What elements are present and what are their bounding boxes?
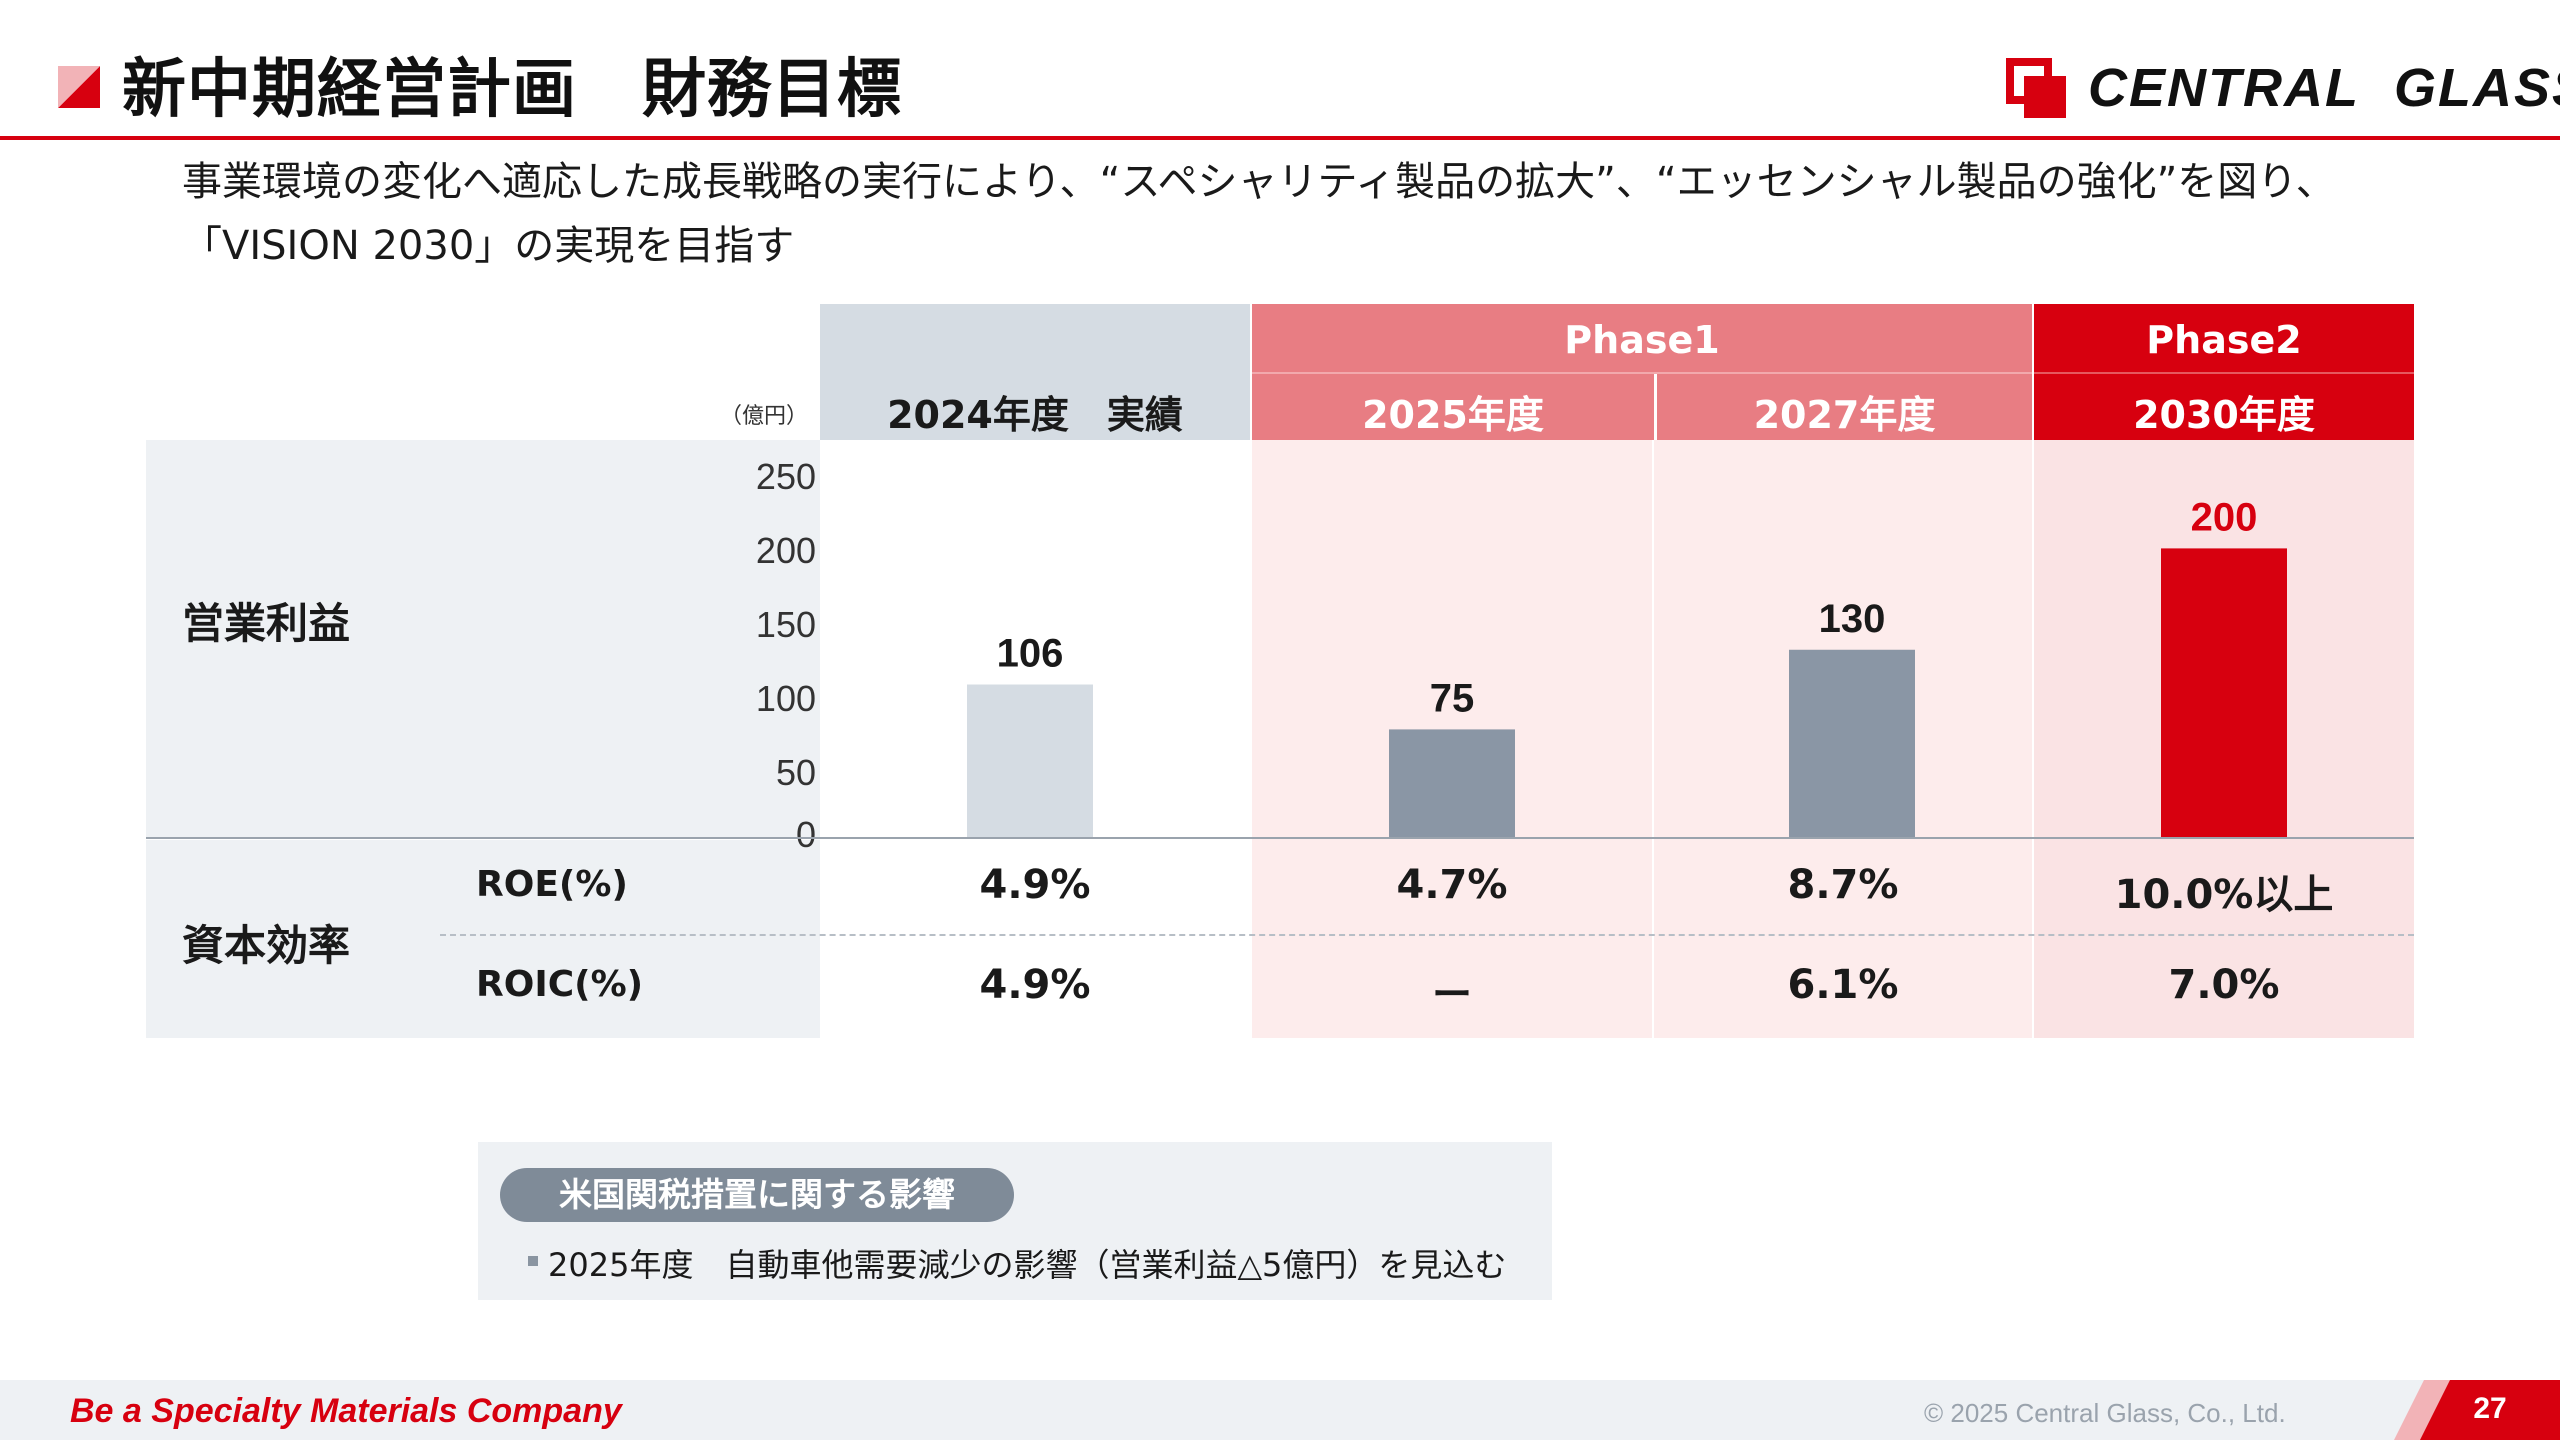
roic-2025: ー xyxy=(1432,972,1472,1018)
y-tick-0: 0 xyxy=(795,814,816,855)
operating-profit-side-panel xyxy=(146,440,820,838)
page-title: 新中期経営計画 財務目標 xyxy=(122,53,902,127)
central-glass-logo-icon xyxy=(2006,58,2066,118)
col-header-2024-label: 2024年度 実績 xyxy=(887,393,1183,437)
tariff-note-title: 米国関税措置に関する影響 xyxy=(500,1168,1014,1222)
roic-2030: 7.0% xyxy=(2168,962,2280,1008)
phase2-header: Phase2 2030年度 xyxy=(2034,304,2414,440)
footer-copyright: © 2025 Central Glass, Co., Ltd. xyxy=(1924,1398,2286,1428)
roic-2027: 6.1% xyxy=(1787,962,1899,1008)
bar-value-label-4: 200 xyxy=(2191,495,2258,539)
y-tick-100: 100 xyxy=(755,678,816,719)
tariff-note-text: 2025年度 自動車他需要減少の影響（営業利益△5億円）を見込む xyxy=(548,1246,1507,1284)
roic-label: ROIC(%) xyxy=(476,964,644,1005)
bar-1 xyxy=(967,684,1093,838)
y-tick-200: 200 xyxy=(755,530,816,571)
phase2-divider xyxy=(2034,372,2414,374)
operating-profit-bar-chart: 106 75 130 200 xyxy=(967,495,2287,838)
col-header-2025: 2025年度 xyxy=(1362,393,1544,437)
lead-line-2: 「VISION 2030」の実現を目指す xyxy=(182,223,795,269)
roe-2025: 4.7% xyxy=(1396,862,1508,908)
unit-label: （億円） xyxy=(720,404,809,429)
bar-value-label-2: 75 xyxy=(1430,676,1475,720)
roe-2024: 4.9% xyxy=(979,862,1091,908)
page-number-tab-icon xyxy=(2394,1380,2560,1440)
phase1-divider xyxy=(1252,372,2032,374)
chart-baseline xyxy=(146,837,2414,839)
bar-value-label-1: 106 xyxy=(997,632,1064,676)
tariff-note-box: 米国関税措置に関する影響 2025年度 自動車他需要減少の影響（営業利益△5億円… xyxy=(478,1142,1552,1300)
lead-paragraph: 事業環境の変化へ適応した成長戦略の実行により、“スペシャリティ製品の拡大”、“エ… xyxy=(182,150,2336,278)
phase1-col-divider xyxy=(1654,374,1657,440)
lead-line-1: 事業環境の変化へ適応した成長戦略の実行により、“スペシャリティ製品の拡大”、“エ… xyxy=(182,159,2336,205)
col-header-2027: 2027年度 xyxy=(1753,393,1936,437)
capital-efficiency-side-panel xyxy=(146,840,820,1038)
roic-2024: 4.9% xyxy=(979,962,1091,1008)
y-tick-50: 50 xyxy=(775,752,816,793)
col-header-2030: 2030年度 xyxy=(2133,393,2315,437)
phase2-label: Phase2 xyxy=(2146,318,2302,362)
footer-bar xyxy=(0,1380,2560,1440)
roe-roic-divider xyxy=(440,934,2414,936)
company-logo: CENTRAL GLASS xyxy=(2006,56,2560,120)
header-rule xyxy=(0,136,2560,140)
note-bullet-icon xyxy=(528,1256,538,1266)
phase1-label: Phase1 xyxy=(1564,318,1720,362)
logo-text-central: CENTRAL xyxy=(2088,58,2360,118)
roe-2027: 8.7% xyxy=(1787,862,1899,908)
col-header-2024: 2024年度 実績 xyxy=(820,304,1250,440)
row-label-operating-profit: 営業利益 xyxy=(182,599,351,648)
row-label-capital-efficiency: 資本効率 xyxy=(182,921,351,970)
title-corner-mark-icon xyxy=(58,66,100,108)
page-number: 27 xyxy=(2473,1392,2507,1425)
bar-2 xyxy=(1389,729,1515,838)
footer-tagline: Be a Specialty Materials Company xyxy=(70,1392,622,1430)
phase1-header: Phase1 2025年度 2027年度 xyxy=(1252,304,2032,440)
bar-3 xyxy=(1789,649,1915,838)
roe-2030: 10.0%以上 xyxy=(2114,872,2334,918)
roe-label: ROE(%) xyxy=(476,864,628,905)
bar-4 xyxy=(2161,548,2287,838)
y-tick-150: 150 xyxy=(755,604,816,645)
logo-text-glass: GLASS xyxy=(2393,58,2560,118)
y-tick-250: 250 xyxy=(755,456,816,497)
bar-value-label-3: 130 xyxy=(1819,597,1886,641)
